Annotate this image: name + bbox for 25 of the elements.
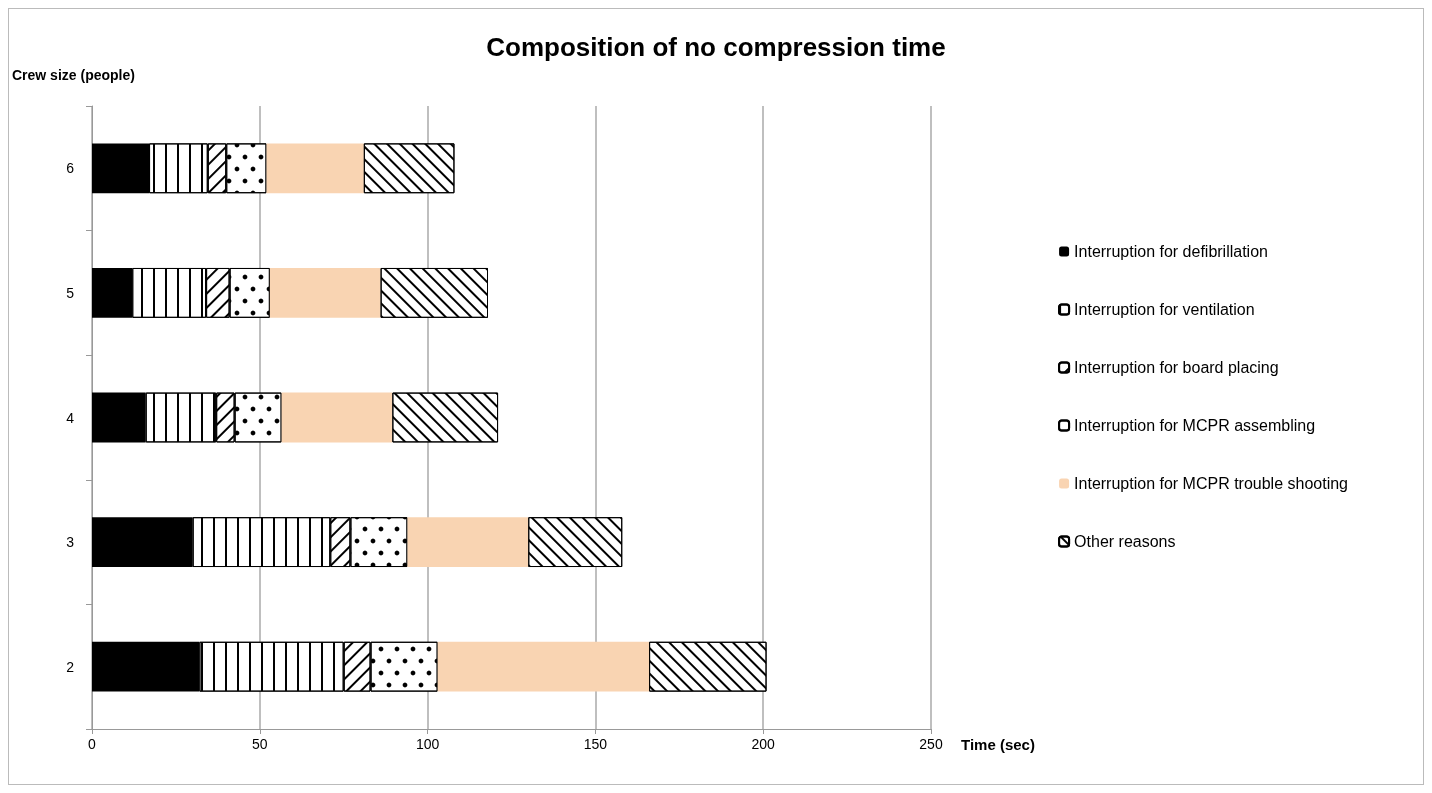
- bar: [266, 143, 364, 194]
- x-tick-label: 250: [919, 736, 943, 752]
- legend-label: Interruption for MCPR trouble shooting: [1074, 475, 1349, 492]
- bar: [269, 267, 381, 318]
- chart-title: Composition of no compression time: [486, 32, 946, 62]
- legend-label: Interruption for MCPR assembling: [1074, 417, 1316, 434]
- legend-label: Interruption for board placing: [1074, 359, 1279, 376]
- legend-label: Interruption for ventilation: [1074, 301, 1255, 318]
- y-tick-label: 2: [66, 658, 75, 675]
- bar: [281, 392, 393, 443]
- y-tick-label: 5: [66, 284, 75, 301]
- y-tick-label: 4: [66, 409, 75, 426]
- y-tick-label: 3: [66, 534, 75, 551]
- bar: [437, 641, 650, 692]
- legend-label: Other reasons: [1074, 533, 1176, 550]
- x-axis-title: Time (sec): [961, 736, 1035, 753]
- x-tick-label: 150: [583, 736, 608, 752]
- y-tick-label: 6: [66, 160, 75, 177]
- x-tick-label: 100: [415, 736, 440, 752]
- x-tick-label: 0: [88, 736, 97, 752]
- x-tick-label: 200: [751, 736, 776, 752]
- bar: [407, 517, 529, 568]
- x-tick-label: 50: [252, 736, 268, 752]
- legend-label: Interruption for defibrillation: [1074, 243, 1268, 260]
- y-axis-title: Crew size (people): [12, 67, 135, 83]
